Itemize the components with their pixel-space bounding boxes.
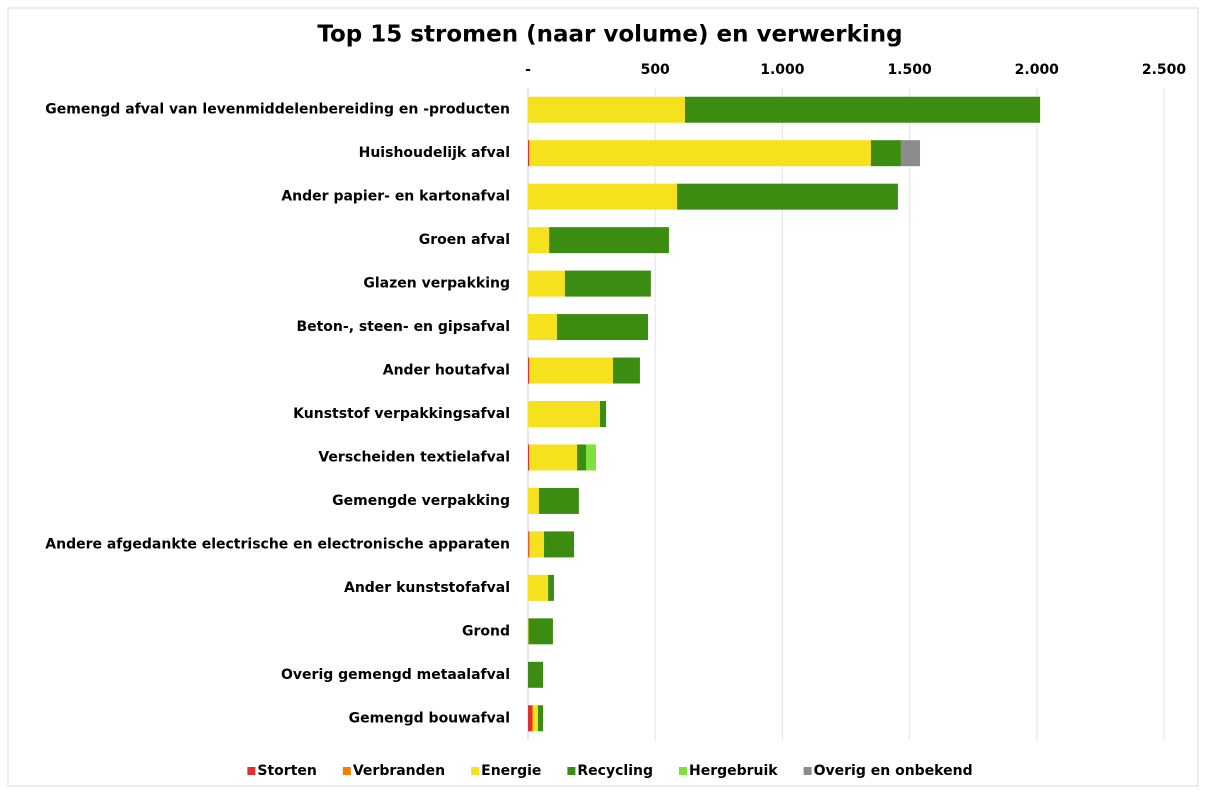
y-tick-label: Beton-, steen- en gipsafval <box>296 319 510 335</box>
legend-label: Recycling <box>577 763 653 779</box>
bar-segment <box>528 96 685 123</box>
y-tick-label: Grond <box>462 623 510 639</box>
y-tick-label: Andere afgedankte electrische en electro… <box>45 536 510 552</box>
y-tick-label: Huishoudelijk afval <box>359 145 510 161</box>
bar-segment <box>528 444 530 471</box>
legend-swatch <box>247 767 256 775</box>
bar-segment <box>528 574 549 601</box>
x-tick-label: - <box>525 62 531 78</box>
x-tick-label: 1.500 <box>887 62 932 78</box>
y-tick-label: Overig gemengd metaalafval <box>281 667 510 683</box>
bar-segment <box>528 618 529 645</box>
bar-segment <box>900 140 921 167</box>
y-tick-label: Gemengd afval van levenmiddelenbereiding… <box>45 102 510 118</box>
bar-segment <box>528 227 550 254</box>
bar-segment <box>677 183 898 210</box>
legend-swatch <box>567 767 576 775</box>
y-tick-label: Kunststof verpakkingsafval <box>293 406 510 422</box>
bar-segment <box>528 140 530 167</box>
x-tick-label: 2.000 <box>1015 62 1060 78</box>
bar-segment <box>528 487 539 514</box>
bar-segment <box>529 531 545 558</box>
bar-segment <box>529 140 871 167</box>
legend-swatch <box>803 767 812 775</box>
bar-segment <box>548 574 554 601</box>
y-tick-label: Gemengd bouwafval <box>349 710 510 726</box>
y-tick-label: Groen afval <box>419 232 510 248</box>
x-tick-label: 500 <box>641 62 670 78</box>
y-tick-label: Verscheiden textielafval <box>318 449 510 465</box>
bar-segment <box>533 705 538 732</box>
y-tick-label: Ander kunststofafval <box>344 580 510 596</box>
y-tick-label: Gemengde verpakking <box>332 493 510 509</box>
bar-segment <box>612 357 640 384</box>
bar-segment <box>528 618 553 645</box>
legend-swatch <box>471 767 480 775</box>
bar-segment <box>528 531 529 558</box>
bar-segment <box>529 444 578 471</box>
legend-swatch <box>678 767 687 775</box>
legend-label: Overig en onbekend <box>814 763 973 779</box>
bar-segment <box>528 270 565 297</box>
y-tick-label: Glazen verpakking <box>363 276 510 292</box>
x-tick-label: 1.000 <box>760 62 805 78</box>
bar-segment <box>870 140 901 167</box>
bar-segment <box>528 401 600 427</box>
chart-frame <box>7 7 1199 787</box>
legend-label: Energie <box>481 763 541 779</box>
legend-label: Storten <box>257 763 316 779</box>
bar-segment <box>549 227 669 254</box>
legend-label: Hergebruik <box>689 763 778 779</box>
legend-label: Verbranden <box>353 763 445 779</box>
bar-segment <box>528 357 530 384</box>
bar-segment <box>577 444 587 471</box>
bar-segment <box>684 96 1041 123</box>
y-tick-label: Ander houtafval <box>383 363 510 379</box>
bar-segment <box>537 705 544 732</box>
bar-segment <box>599 401 607 427</box>
bar-segment <box>557 314 649 341</box>
bar-segment <box>528 705 533 732</box>
bar-segment <box>538 487 579 514</box>
y-tick-label: Ander papier- en kartonafval <box>281 189 510 205</box>
bar-segment <box>532 705 534 732</box>
bar-segment <box>564 270 651 297</box>
chart-title: Top 15 stromen (naar volume) en verwerki… <box>317 22 902 48</box>
bar-segment <box>528 531 530 558</box>
bar-segment <box>528 314 558 341</box>
legend-swatch <box>342 767 351 775</box>
x-tick-label: 2.500 <box>1142 62 1187 78</box>
bar-segment <box>528 183 678 210</box>
bar-segment <box>528 661 544 688</box>
bar-segment <box>586 444 596 471</box>
bar-segment <box>529 357 613 384</box>
bar-segment <box>544 531 575 558</box>
